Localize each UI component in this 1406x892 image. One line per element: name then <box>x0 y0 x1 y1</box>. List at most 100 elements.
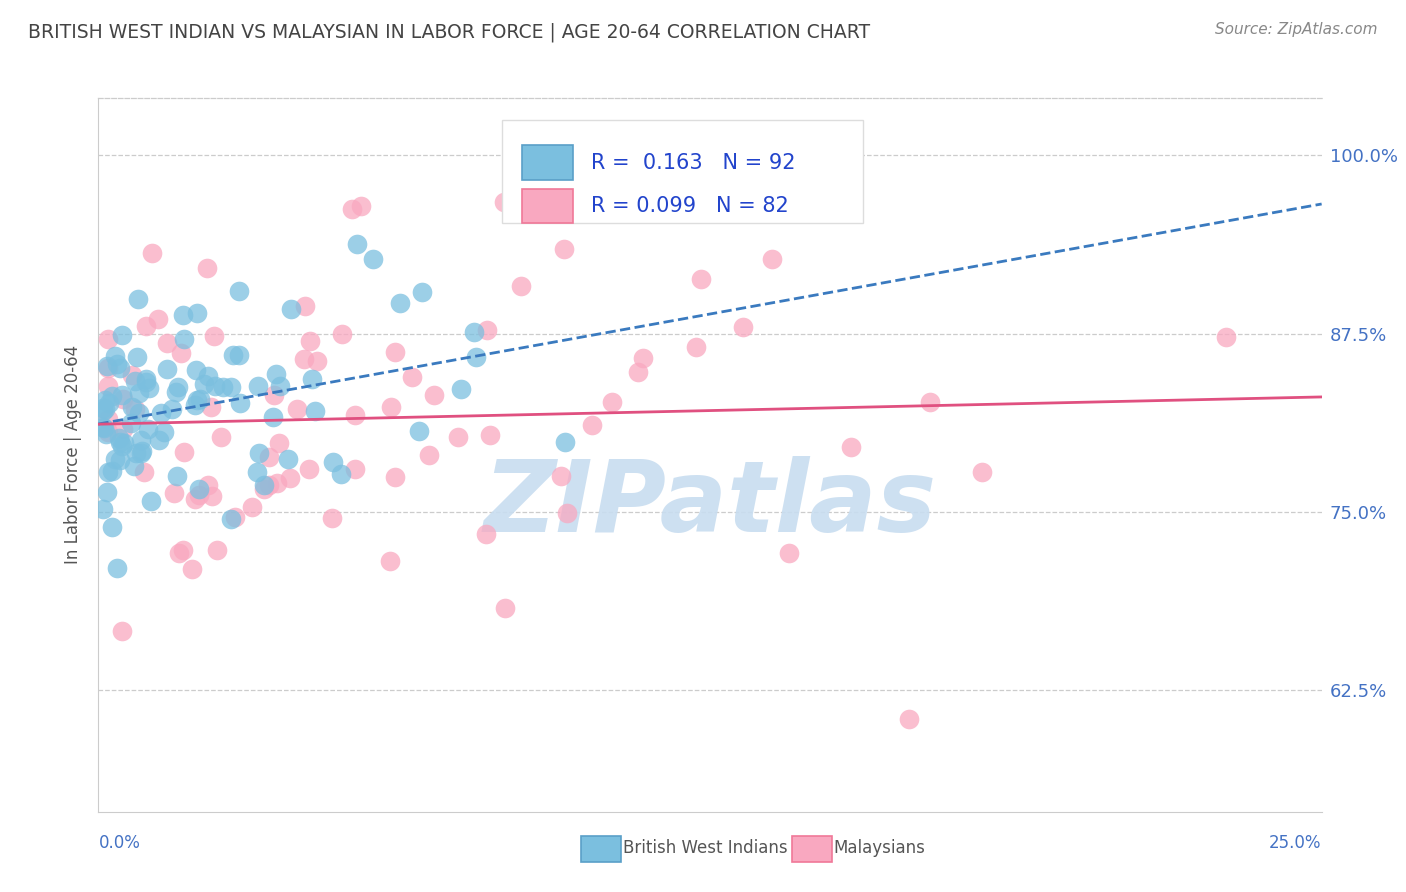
Point <box>104 349 127 363</box>
Text: R = 0.099   N = 82: R = 0.099 N = 82 <box>592 196 789 216</box>
Point <box>600 395 623 409</box>
Point <box>146 312 169 326</box>
Point <box>135 318 157 333</box>
Point <box>135 372 157 386</box>
Point <box>97 332 120 346</box>
FancyBboxPatch shape <box>522 145 574 179</box>
Point <box>167 545 190 559</box>
Point <box>920 394 942 409</box>
Point <box>207 542 229 557</box>
Point <box>277 452 299 467</box>
Point <box>733 319 755 334</box>
Point <box>384 470 406 484</box>
Point <box>149 406 172 420</box>
Point <box>344 462 367 476</box>
Point <box>401 370 423 384</box>
Point <box>121 401 143 415</box>
Point <box>91 502 114 516</box>
Point <box>197 369 219 384</box>
Point <box>124 374 146 388</box>
Point <box>631 351 654 365</box>
Text: British West Indians: British West Indians <box>623 839 787 857</box>
Point <box>222 348 245 362</box>
Point <box>343 409 366 423</box>
Point <box>156 362 179 376</box>
Point <box>411 285 433 300</box>
Point <box>129 446 152 460</box>
Point <box>450 382 472 396</box>
Point <box>166 469 188 483</box>
Point <box>197 478 219 492</box>
Text: BRITISH WEST INDIAN VS MALAYSIAN IN LABOR FORCE | AGE 20-64 CORRELATION CHART: BRITISH WEST INDIAN VS MALAYSIAN IN LABO… <box>28 22 870 42</box>
Point <box>278 471 301 485</box>
Point <box>104 452 127 467</box>
Point <box>93 421 115 435</box>
Point <box>124 402 146 417</box>
Point <box>132 466 155 480</box>
Point <box>972 466 994 480</box>
Point <box>778 546 800 560</box>
Point <box>246 466 269 480</box>
Point <box>188 488 211 502</box>
Point <box>384 345 406 359</box>
Point <box>188 392 211 406</box>
Point <box>97 465 120 479</box>
Point <box>96 485 118 500</box>
Point <box>292 351 315 366</box>
Point <box>156 336 179 351</box>
Point <box>349 199 371 213</box>
Point <box>690 272 713 286</box>
Text: Malaysians: Malaysians <box>834 839 925 857</box>
Point <box>479 428 502 442</box>
Point <box>148 433 170 447</box>
Point <box>262 409 284 424</box>
Point <box>111 328 134 343</box>
Point <box>447 430 470 444</box>
Point <box>183 492 205 507</box>
Point <box>510 278 533 293</box>
Point <box>186 363 208 377</box>
Point <box>128 386 150 401</box>
Point <box>280 301 302 316</box>
Point <box>101 520 124 534</box>
Point <box>184 398 207 412</box>
Point <box>105 357 128 371</box>
Point <box>97 360 120 375</box>
Point <box>418 448 440 462</box>
Point <box>304 404 326 418</box>
Point <box>321 511 343 525</box>
Text: R =  0.163   N = 92: R = 0.163 N = 92 <box>592 153 796 172</box>
Point <box>105 561 128 575</box>
Point <box>100 389 122 403</box>
Point <box>173 445 195 459</box>
Point <box>173 332 195 346</box>
Point <box>550 469 572 483</box>
Point <box>257 478 280 492</box>
Point <box>96 359 118 373</box>
Point <box>259 450 281 464</box>
Point <box>110 435 132 450</box>
Point <box>165 384 187 399</box>
Point <box>266 475 288 490</box>
Point <box>111 388 134 402</box>
Point <box>332 327 354 342</box>
Point <box>94 401 117 416</box>
FancyBboxPatch shape <box>522 189 574 223</box>
Point <box>380 400 402 414</box>
Point <box>135 375 157 389</box>
Point <box>581 417 603 432</box>
Point <box>136 422 159 436</box>
Point <box>131 443 153 458</box>
Point <box>301 372 323 386</box>
Point <box>269 436 291 450</box>
Point <box>121 368 143 382</box>
Point <box>557 506 579 520</box>
Point <box>141 246 163 260</box>
Point <box>475 526 498 541</box>
Point <box>112 421 135 435</box>
Point <box>98 396 121 410</box>
Point <box>170 346 193 360</box>
Point <box>129 434 152 448</box>
Point <box>93 401 115 416</box>
Point <box>200 401 222 415</box>
